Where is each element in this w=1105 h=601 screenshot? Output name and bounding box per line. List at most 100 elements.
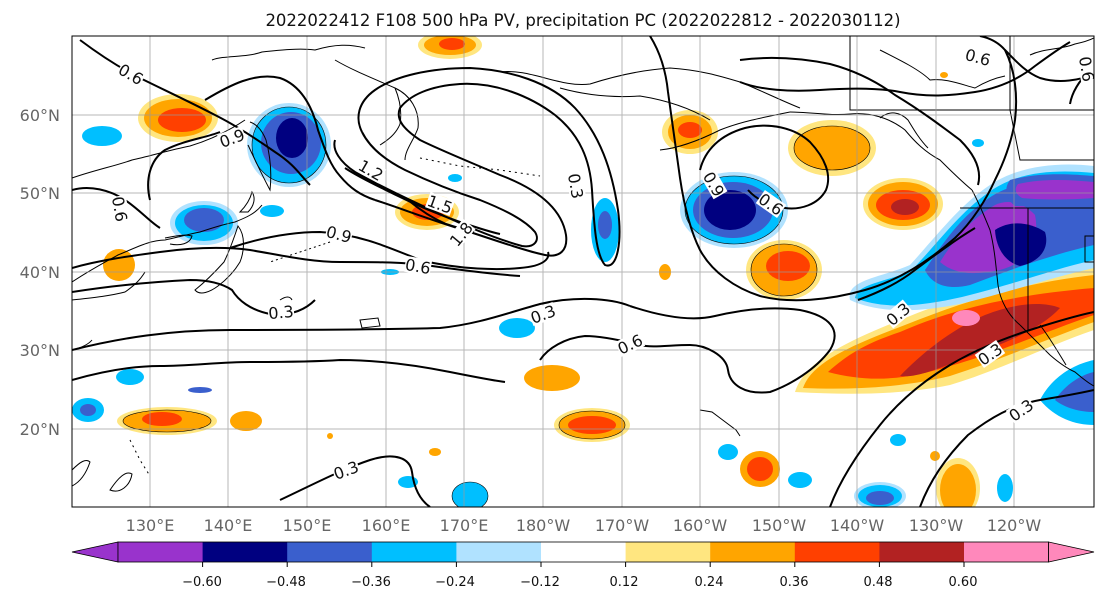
coastline <box>211 44 366 61</box>
label-backdrop <box>425 192 455 216</box>
coastline <box>109 472 133 492</box>
precip-blob <box>972 139 984 147</box>
colorbar-tick-label: −0.60 <box>182 575 222 590</box>
border-line <box>849 36 1010 111</box>
label-backdrop <box>565 171 587 201</box>
label-backdrop <box>217 126 247 150</box>
precip-blob <box>746 240 822 300</box>
contour-label: 0.6 <box>108 195 131 223</box>
lon-label: 180°W <box>516 516 571 535</box>
coastline <box>279 296 293 301</box>
precip-blob <box>662 110 718 154</box>
precip-blob <box>80 404 96 416</box>
precip-blob <box>795 266 1094 394</box>
coastline <box>699 409 741 437</box>
label-backdrop <box>446 218 476 250</box>
precip-blob <box>116 369 144 385</box>
lon-label: 130°E <box>126 516 175 535</box>
coastline <box>72 459 91 487</box>
label-backdrop <box>882 299 914 329</box>
contour-label: 0.6 <box>404 255 432 278</box>
pv-contour-0.6 <box>539 305 836 394</box>
pv-contour-1.2 <box>333 131 538 248</box>
lon-label: 150°E <box>283 516 332 535</box>
colorbar-segment <box>118 542 204 562</box>
colorbar-tick-label: 0.60 <box>949 575 978 590</box>
coastline <box>72 271 146 301</box>
coastline <box>164 234 193 246</box>
pv-contour-0.3 <box>72 297 631 351</box>
colorbar-segment <box>456 542 542 562</box>
pv-contour-0.6 <box>739 41 1071 97</box>
colorbar-segment <box>371 542 457 562</box>
coastline <box>194 224 244 294</box>
precip-blob <box>327 433 333 439</box>
precip-outline <box>122 409 212 433</box>
lon-label: 170°E <box>440 516 489 535</box>
precip-blob <box>890 434 906 446</box>
colorbar-segment <box>202 542 288 562</box>
precip-blob <box>936 458 980 507</box>
border-line <box>1084 235 1094 263</box>
pv-contour-0.6 <box>649 36 1018 302</box>
colorbar-frame <box>117 541 1049 563</box>
label-backdrop <box>1076 54 1094 84</box>
coastline <box>334 59 419 161</box>
colorbar-segments <box>71 541 1095 563</box>
pv-contour-0.3 <box>857 227 976 301</box>
precip-blob <box>188 387 212 393</box>
pv-contour-0.3 <box>72 358 506 383</box>
colorbar-tick-label: −0.36 <box>351 575 391 590</box>
colorbar-tick-label: −0.24 <box>435 575 475 590</box>
precip-blob <box>247 103 331 187</box>
pv-contour-1.5 <box>344 167 501 235</box>
precip-blob <box>82 126 122 146</box>
coastline <box>1039 324 1067 366</box>
colorbar-segment <box>964 542 1050 562</box>
map-panel: 0.6 0.9 1.2 1.5 1.8 0.6 0.9 0.3 0.6 0.3 … <box>72 36 1094 507</box>
colorbar-tick-label: 0.36 <box>780 575 809 590</box>
precip-blob <box>554 408 630 442</box>
coastline <box>659 111 791 151</box>
lat-label: 30°N <box>20 341 60 360</box>
colorbar-extend-low <box>71 541 119 563</box>
precip-blob <box>940 72 948 78</box>
latitude-axis: 60°N 50°N 40°N 30°N 20°N <box>20 106 60 439</box>
lon-label: 170°W <box>595 516 650 535</box>
precip-blob <box>103 249 135 281</box>
precip-blob <box>718 444 738 460</box>
precip-blob <box>117 407 217 435</box>
coastline <box>1019 324 1094 387</box>
precip-outline <box>684 175 784 245</box>
colorbar-tick-label: 0.48 <box>864 575 893 590</box>
precip-blob <box>170 201 238 245</box>
lon-label: 150°W <box>752 516 807 535</box>
precip-blob <box>429 448 441 456</box>
lon-label: 160°E <box>362 516 411 535</box>
longitude-axis: 130°E 140°E 150°E 160°E 170°E 180°W 170°… <box>126 516 1042 535</box>
lat-label: 20°N <box>20 420 60 439</box>
coastline <box>879 112 929 149</box>
label-backdrop <box>355 156 387 184</box>
coastline <box>379 87 402 146</box>
label-backdrop <box>614 331 646 357</box>
colorbar-segment <box>287 542 373 562</box>
colorbar-extend-high <box>1048 541 1095 563</box>
coastline <box>1029 37 1094 56</box>
precip-blob <box>448 174 462 182</box>
pv-contour-0.9 <box>147 131 221 201</box>
label-backdrop <box>324 222 354 246</box>
contour-label: 0.3 <box>564 172 587 200</box>
precip-blob <box>418 36 482 59</box>
colorbar-ticks <box>202 562 965 567</box>
precip-outline <box>251 106 327 184</box>
precip-blob <box>788 472 812 488</box>
precip-blob <box>788 120 876 176</box>
label-backdrop <box>403 255 433 277</box>
lat-label: 50°N <box>20 184 60 203</box>
pv-contour-0.3 <box>357 66 621 267</box>
label-backdrop <box>1005 395 1037 425</box>
coastline <box>269 241 331 263</box>
coastline <box>879 49 1006 89</box>
pv-contour-0.3 <box>279 455 431 507</box>
